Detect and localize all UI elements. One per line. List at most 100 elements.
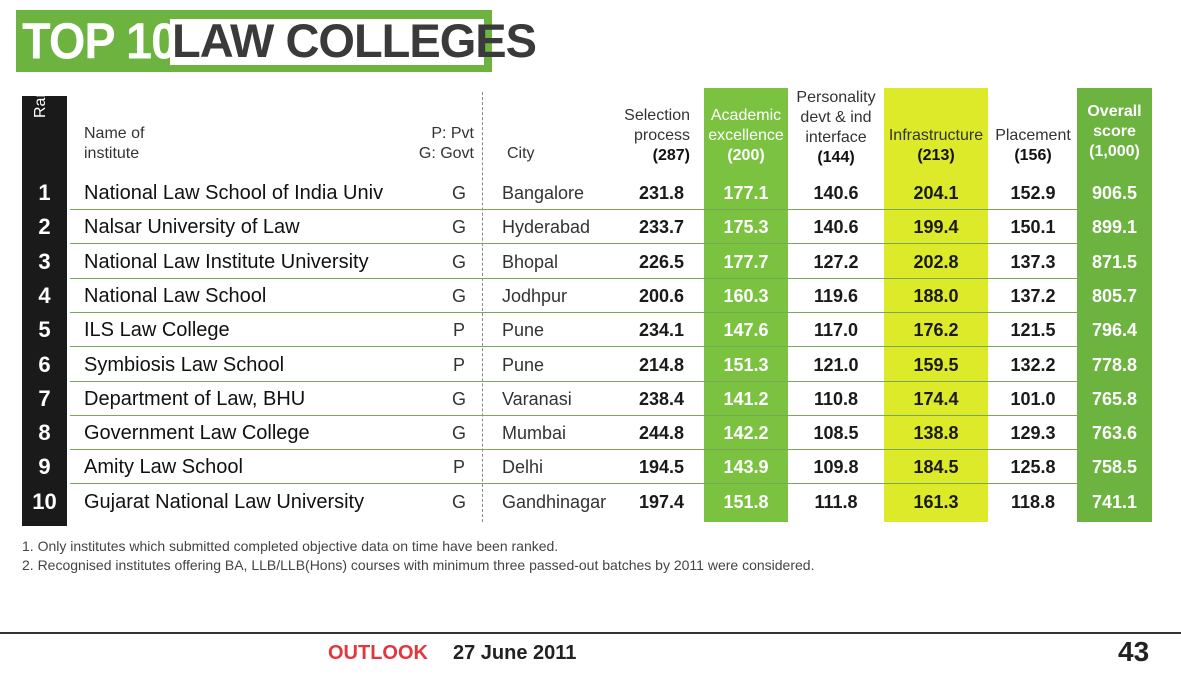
cell-city: Pune [502, 354, 545, 375]
name-header: Name of institute [84, 125, 145, 162]
cell-personality: 109.8 [813, 457, 859, 478]
cell-personality: 108.5 [813, 423, 859, 444]
table-row: 3 National Law Institute University G Bhopa… [0, 245, 1181, 279]
cell-rank: 2 [38, 214, 51, 240]
cell-personality: 110.8 [813, 388, 859, 409]
cell-name: National Law School of India Univ [84, 182, 384, 204]
cell-placement: 121.5 [1010, 320, 1056, 341]
cell-placement: 137.3 [1010, 251, 1056, 272]
table-row: 2 Nalsar University of Law G Hyderabad 233.7… [0, 210, 1181, 244]
table-row: 7 Department of Law, BHU G Varanasi 238.4 141… [0, 382, 1181, 416]
cell-overall: 741.1 [1091, 491, 1138, 512]
cell-type: G [451, 183, 466, 203]
note-1: 1. Only institutes which submitted compl… [22, 538, 559, 554]
cell-personality: 111.8 [814, 491, 858, 512]
row-divider [70, 243, 1078, 245]
cell-rank: 8 [38, 420, 51, 446]
cell-academic: 151.8 [723, 491, 769, 512]
table-row: 4 National Law School G Jodhpur 200.6 160.3 11… [0, 279, 1181, 313]
footer-rule [0, 632, 1181, 634]
cell-selection: 194.5 [638, 457, 684, 478]
cell-type: G [451, 217, 466, 238]
footer-date: 27 June 2011 [453, 642, 577, 664]
cell-selection: 233.7 [638, 217, 684, 238]
table-row: 10 Gujarat National Law University G Gandhi… [0, 485, 1181, 519]
cell-type: G [451, 285, 466, 306]
cell-name: Department of Law, BHU [84, 387, 306, 410]
cell-academic: 142.2 [723, 423, 769, 444]
cell-academic: 141.2 [723, 388, 769, 409]
cell-rank: 5 [38, 317, 51, 343]
cell-academic: 147.6 [723, 320, 769, 341]
cell-type: G [451, 251, 466, 272]
cell-placement: 150.1 [1010, 217, 1056, 238]
cell-overall: 805.7 [1091, 285, 1138, 306]
cell-type: G [451, 388, 466, 409]
cell-infrastructure: 174.4 [913, 388, 959, 409]
cell-personality: 140.6 [813, 217, 859, 238]
page-number: 43 [1118, 636, 1150, 667]
cell-overall: 765.8 [1091, 388, 1138, 409]
cell-type: G [451, 491, 466, 512]
cell-name: Gujarat National Law University [84, 490, 365, 513]
title-subject-box [168, 17, 486, 67]
note-2: 2. Recognised institutes offering BA, LL… [22, 557, 815, 573]
cell-selection: 200.6 [638, 285, 684, 306]
cell-placement: 129.3 [1010, 423, 1056, 444]
title-subject: LAW COLLEGES [172, 14, 537, 67]
cell-rank: 9 [38, 454, 51, 480]
cell-placement: 101.0 [1010, 388, 1056, 409]
cell-name: Amity Law School [84, 456, 243, 479]
cell-infrastructure: 199.4 [913, 217, 959, 238]
cell-city: Delhi [502, 457, 544, 478]
cell-infrastructure: 161.3 [913, 491, 959, 512]
rank-column [22, 96, 67, 526]
row-divider [70, 380, 1078, 382]
cell-selection: 238.4 [638, 388, 684, 409]
cell-type: G [451, 423, 466, 444]
type-header: P: Pvt G: Govt [418, 125, 474, 162]
city-divider [482, 92, 483, 522]
cell-name: Symbiosis Law School [84, 353, 285, 376]
cell-name: Government Law College [84, 422, 310, 445]
cell-rank: 4 [38, 282, 51, 308]
academic-header: Academic excellence (200) [708, 107, 784, 164]
cell-overall: 906.5 [1091, 183, 1138, 203]
cell-overall: 899.1 [1091, 217, 1138, 238]
cell-overall: 763.6 [1091, 423, 1138, 444]
cell-type: P [452, 320, 465, 341]
table-row: 1 National Law School of India Univ G Banga… [0, 176, 1181, 210]
cell-city: Mumbai [502, 423, 567, 444]
personality-header: Personality devt & ind interface (144) [796, 89, 876, 166]
cell-rank: 3 [38, 248, 51, 274]
cell-city: Varanasi [502, 388, 572, 409]
selection-header: Selection process (287) [624, 107, 690, 164]
cell-infrastructure: 188.0 [913, 285, 959, 306]
cell-city: Hyderabad [502, 217, 591, 238]
row-divider [70, 311, 1078, 313]
city-header: City [507, 145, 535, 162]
cell-name: National Law Institute University [84, 250, 369, 273]
cell-placement: 125.8 [1010, 457, 1056, 478]
cell-selection: 214.8 [638, 354, 684, 375]
cell-personality: 127.2 [813, 251, 859, 272]
row-divider [70, 277, 1078, 279]
cell-personality: 121.0 [813, 354, 859, 375]
row-divider [70, 209, 1078, 210]
cell-infrastructure: 184.5 [913, 457, 959, 478]
table-row: 8 Government Law College G Mumbai 244.8 142.2… [0, 416, 1181, 450]
cell-city: Bhopal [502, 251, 559, 272]
cell-name: Nalsar University of Law [84, 216, 300, 239]
cell-infrastructure: 204.1 [913, 183, 959, 203]
cell-placement: 152.9 [1010, 183, 1056, 203]
footer-brand: OUTLOOK [328, 642, 428, 664]
cell-placement: 118.8 [1010, 491, 1056, 512]
cell-overall: 758.5 [1091, 457, 1138, 478]
row-divider [70, 414, 1078, 416]
cell-selection: 231.8 [638, 183, 684, 203]
cell-infrastructure: 138.8 [913, 423, 959, 444]
cell-overall: 796.4 [1091, 320, 1138, 341]
cell-selection: 234.1 [638, 320, 684, 341]
cell-academic: 177.7 [723, 251, 769, 272]
cell-rank: 7 [38, 385, 51, 411]
